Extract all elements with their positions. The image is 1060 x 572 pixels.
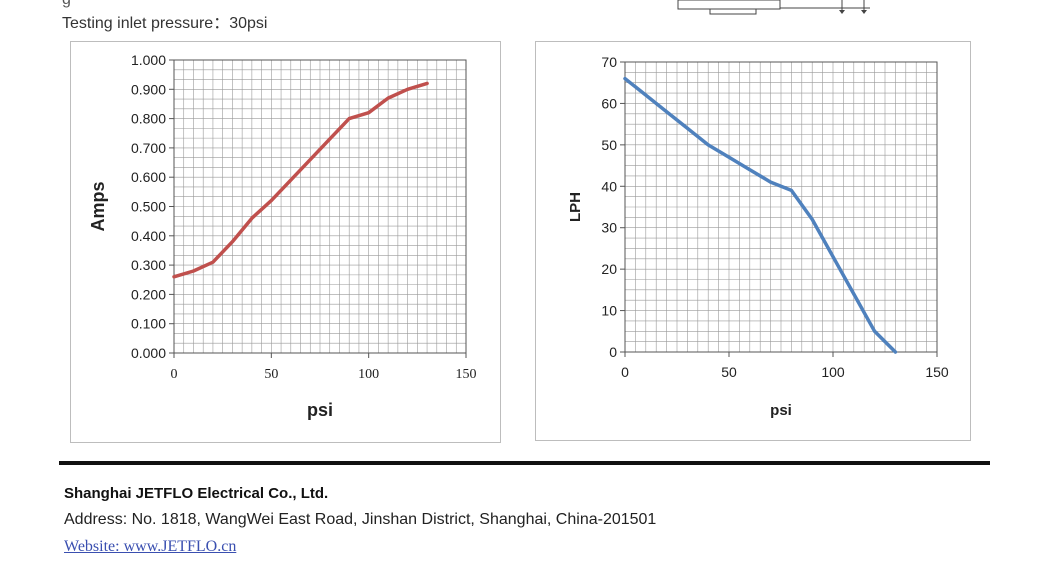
lph-chart: 0 10 20 30 40 50 60 70 0 50 100 150 psi LPH bbox=[567, 54, 949, 419]
data-point bbox=[212, 261, 214, 263]
x-axis-label: psi bbox=[307, 400, 333, 420]
data-point bbox=[426, 82, 428, 85]
website-link[interactable]: Website: www.JETFLO.cn bbox=[64, 538, 237, 555]
company-address: Address: No. 1818, WangWei East Road, Ji… bbox=[64, 511, 657, 528]
series-line bbox=[623, 76, 898, 354]
data-point bbox=[624, 77, 626, 80]
data-point bbox=[894, 351, 897, 353]
x-axis-label: psi bbox=[770, 402, 792, 419]
fixture-diagram-fragment bbox=[677, 0, 870, 15]
lph-chart-panel: 0 10 20 30 40 50 60 70 0 50 100 150 psi LPH bbox=[535, 41, 971, 441]
y-tick-label: 60 bbox=[601, 95, 617, 111]
series-line bbox=[172, 81, 429, 279]
x-tick-label: 0 bbox=[621, 364, 629, 380]
y-tick-label: 0.700 bbox=[131, 140, 166, 156]
y-tick-label: 0.600 bbox=[131, 169, 166, 185]
data-point bbox=[251, 217, 253, 220]
x-tick-label: 100 bbox=[358, 367, 379, 382]
data-point bbox=[406, 88, 409, 91]
y-tick-label: 0.500 bbox=[131, 199, 166, 215]
data-point bbox=[290, 179, 292, 181]
x-tick-label: 150 bbox=[925, 364, 949, 380]
x-tick-label: 100 bbox=[821, 364, 845, 380]
data-point bbox=[173, 276, 175, 278]
y-tick-label: 0 bbox=[609, 344, 617, 360]
data-point bbox=[728, 156, 730, 159]
data-point bbox=[348, 117, 351, 120]
y-axis-label: LPH bbox=[567, 192, 584, 222]
data-point bbox=[645, 94, 647, 96]
y-tick-label: 0.800 bbox=[131, 111, 166, 127]
data-point bbox=[309, 158, 312, 161]
data-point bbox=[387, 97, 389, 99]
data-point bbox=[367, 111, 370, 114]
x-tick-label: 0 bbox=[171, 367, 178, 382]
data-point bbox=[192, 270, 195, 272]
y-tick-label: 0.000 bbox=[131, 345, 166, 361]
amps-chart-panel: 0.000 0.100 0.200 0.300 0.400 0.500 0.600 0.700… bbox=[70, 41, 501, 443]
data-point bbox=[665, 110, 668, 113]
y-tick-label: 0.400 bbox=[131, 228, 166, 244]
x-tick-label: 50 bbox=[264, 367, 278, 382]
x-tick-label: 150 bbox=[456, 367, 477, 382]
x-tick-label: 50 bbox=[721, 364, 737, 380]
amps-chart: 0.000 0.100 0.200 0.300 0.400 0.500 0.600 0.700… bbox=[88, 52, 477, 420]
cut-off-header-text: g bbox=[62, 0, 71, 9]
y-tick-label: 0.900 bbox=[131, 81, 166, 97]
company-name: Shanghai JETFLO Electrical Co., Ltd. bbox=[64, 485, 329, 502]
data-point bbox=[231, 240, 234, 243]
y-tick-label: 40 bbox=[601, 178, 617, 194]
y-tick-label: 0.200 bbox=[131, 286, 166, 302]
y-tick-label: 10 bbox=[601, 303, 617, 319]
y-tick-label: 30 bbox=[601, 220, 617, 236]
y-tick-label: 1.000 bbox=[131, 52, 166, 68]
data-point bbox=[686, 127, 689, 130]
y-tick-label: 50 bbox=[601, 137, 617, 153]
y-tick-label: 0.100 bbox=[131, 316, 166, 332]
data-point bbox=[749, 168, 751, 171]
data-point bbox=[769, 181, 772, 183]
data-point bbox=[873, 330, 876, 333]
y-tick-label: 0.300 bbox=[131, 257, 166, 273]
data-point bbox=[832, 255, 834, 258]
footer-divider bbox=[59, 461, 990, 465]
plot-frame bbox=[624, 61, 938, 353]
y-tick-label: 20 bbox=[601, 261, 617, 277]
data-point bbox=[707, 144, 709, 146]
data-point bbox=[790, 189, 793, 192]
data-point bbox=[328, 138, 331, 140]
data-point bbox=[270, 199, 273, 202]
data-point bbox=[853, 293, 855, 295]
inlet-pressure-text: Testing inlet pressure：30psi bbox=[62, 15, 268, 32]
y-axis-label: Amps bbox=[88, 181, 108, 231]
y-tick-label: 70 bbox=[601, 54, 617, 70]
data-point bbox=[811, 218, 813, 221]
